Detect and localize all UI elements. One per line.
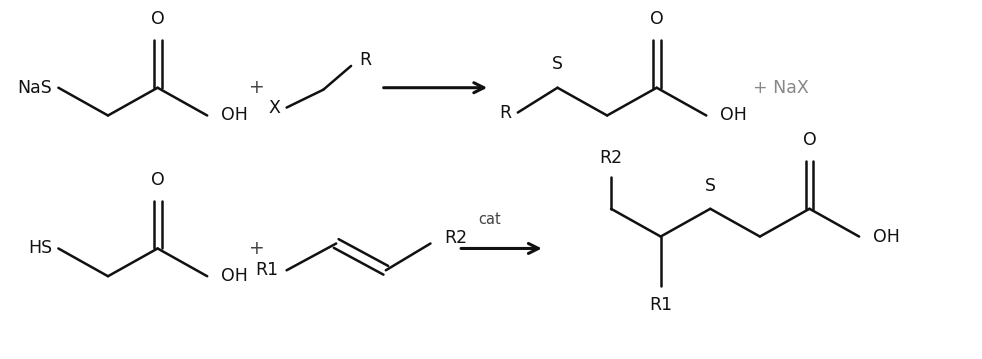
Text: O: O [802,131,816,149]
Text: NaS: NaS [18,79,52,97]
Text: R: R [500,103,512,122]
Text: R2: R2 [599,149,623,167]
Text: R2: R2 [445,229,467,247]
Text: OH: OH [873,228,900,246]
Text: HS: HS [28,239,52,257]
Text: S: S [705,177,716,195]
Text: S: S [552,55,563,73]
Text: +: + [249,78,265,97]
Text: + NaX: + NaX [753,79,809,97]
Text: R1: R1 [255,261,279,279]
Text: O: O [150,171,164,189]
Text: O: O [650,10,664,28]
Text: OH: OH [221,267,248,285]
Text: O: O [150,10,164,28]
Text: OH: OH [720,107,747,125]
Text: X: X [269,99,281,117]
Text: R: R [359,51,371,69]
Text: R1: R1 [649,296,673,314]
Text: OH: OH [221,107,248,125]
Text: cat: cat [478,212,502,227]
Text: +: + [249,239,265,258]
